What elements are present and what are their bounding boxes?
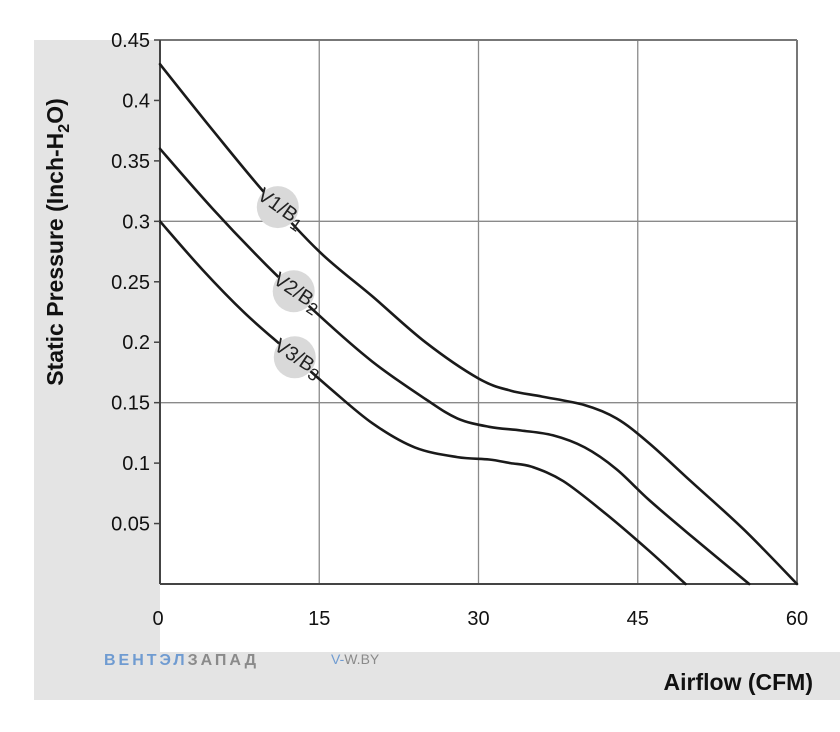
x-tick-label-4: 60 <box>786 608 808 630</box>
y-tick-label-1: 0.4 <box>122 90 150 112</box>
y-tick-label-6: 0.15 <box>111 393 150 415</box>
watermark-site-rest: W.BY <box>344 651 380 667</box>
x-axis-panel <box>34 652 840 700</box>
y-tick-label-7: 0.1 <box>122 453 150 475</box>
watermark-brand: ВЕНТЭЛЗАПАД <box>104 652 259 669</box>
series-line-3 <box>158 220 687 586</box>
x-tick-label-0: 0 <box>152 608 163 630</box>
x-axis-title: Airflow (CFM) <box>664 669 813 695</box>
watermark-site-prefix: V- <box>331 651 345 667</box>
plot-background <box>160 40 840 652</box>
x-tick-label-3: 45 <box>627 608 649 630</box>
y-axis-title-subscript: 2 <box>56 124 73 133</box>
watermark-brand-gray: ЗАПАД <box>188 652 259 669</box>
x-tick-label-2: 30 <box>467 608 489 630</box>
watermark-brand-blue: ВЕНТЭЛ <box>104 652 188 669</box>
y-axis-title: Static Pressure (Inch-H2O) <box>42 98 73 386</box>
series-line-2 <box>158 147 751 586</box>
y-axis-title-main: Static Pressure (Inch-H <box>42 133 68 386</box>
y-axis-title-tail: O) <box>42 98 68 124</box>
y-tick-label-5: 0.2 <box>122 332 150 354</box>
curve-label-badge-2 <box>272 270 315 313</box>
y-tick-label-2: 0.35 <box>111 151 150 173</box>
x-tick-label-1: 15 <box>308 608 330 630</box>
x-tick-labels: 0 15 30 45 60 <box>152 608 808 630</box>
y-tick-labels: 0.45 0.4 0.35 0.3 0.25 0.2 0.15 0.1 0.05 <box>111 30 160 536</box>
y-tick-label-3: 0.3 <box>122 211 150 233</box>
watermark-site: V-W.BY <box>331 651 380 667</box>
curve-label-badge-1 <box>256 186 299 229</box>
plot-frame <box>159 39 798 585</box>
y-tick-label-0: 0.45 <box>111 30 150 52</box>
y-tick-label-4: 0.25 <box>111 272 150 294</box>
curve-label-badge-3 <box>273 336 316 379</box>
y-tick-label-8: 0.05 <box>111 514 150 536</box>
